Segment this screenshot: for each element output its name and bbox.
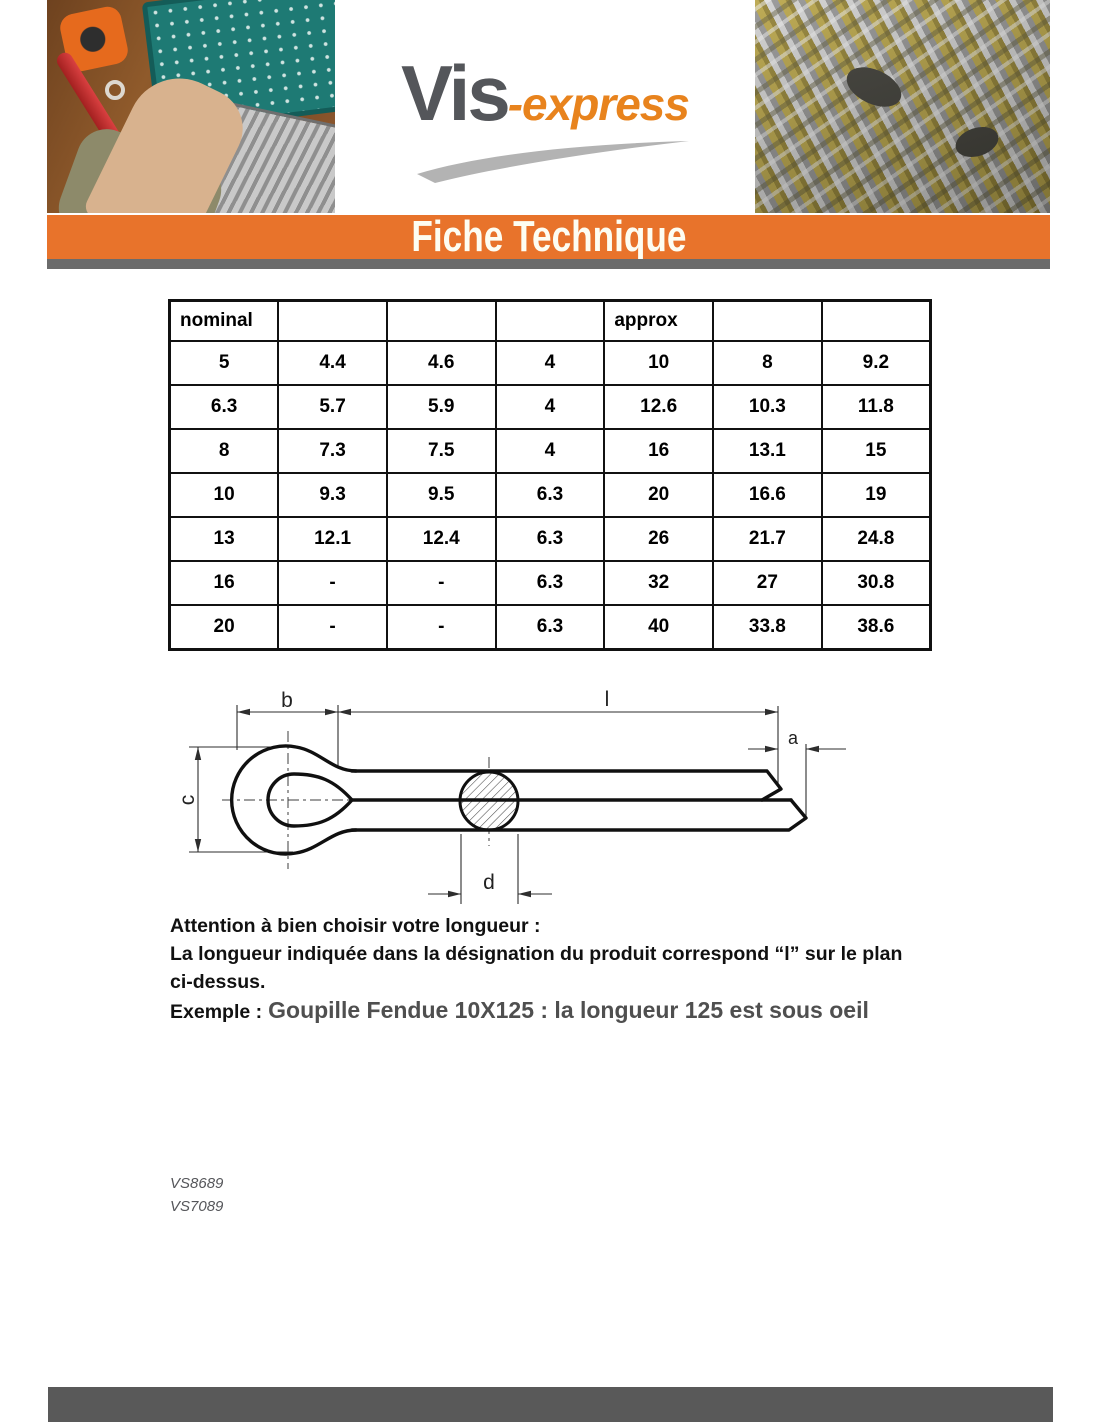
table-cell: 5.9 bbox=[385, 384, 497, 430]
table-cell: 20 bbox=[603, 472, 715, 518]
table-cell: 19 bbox=[820, 472, 932, 518]
header-cell bbox=[277, 299, 388, 342]
table-cell: 5 bbox=[168, 340, 280, 386]
header-cell: nominal bbox=[168, 299, 280, 342]
table-cell: 6.3 bbox=[494, 560, 606, 606]
logo-swoosh-icon bbox=[417, 141, 689, 183]
table-row: 6.3 5.7 5.9 4 12.6 10.3 11.8 bbox=[168, 384, 932, 430]
table-cell: 4.6 bbox=[385, 340, 497, 386]
table-cell: 30.8 bbox=[820, 560, 932, 606]
workbench-photo bbox=[47, 0, 335, 213]
table-cell: 4 bbox=[494, 428, 606, 474]
washer bbox=[105, 80, 125, 100]
table-row: 10 9.3 9.5 6.3 20 16.6 19 bbox=[168, 472, 932, 518]
label-b: b bbox=[281, 689, 293, 712]
label-a: a bbox=[788, 728, 799, 748]
banner: Fiche Technique bbox=[47, 212, 1050, 261]
dimension-labels: b l a c d bbox=[176, 688, 799, 894]
table-cell: 38.6 bbox=[820, 604, 932, 651]
table-cell: 26 bbox=[603, 516, 715, 562]
header-cell bbox=[712, 299, 823, 342]
dimension-arrows bbox=[194, 708, 819, 898]
table-cell: 9.3 bbox=[277, 472, 388, 518]
logo-brand-text: Vis bbox=[401, 49, 511, 137]
table-cell: - bbox=[277, 604, 388, 651]
label-c: c bbox=[176, 795, 199, 806]
table-cell: 6.3 bbox=[168, 384, 280, 430]
table-cell: - bbox=[385, 560, 497, 606]
table-cell: 16 bbox=[168, 560, 280, 606]
table-cell: 12.1 bbox=[277, 516, 388, 562]
table-cell: 4.4 bbox=[277, 340, 388, 386]
header-cell bbox=[494, 299, 606, 342]
logo-wordmark: Vis-express bbox=[401, 48, 690, 139]
table-cell: 6.3 bbox=[494, 472, 606, 518]
header-cell bbox=[385, 299, 497, 342]
note-line-2: La longueur indiquée dans la désignation… bbox=[170, 943, 903, 965]
note-line-3: ci-dessus. bbox=[170, 971, 266, 993]
logo-suffix-text: -express bbox=[507, 78, 690, 130]
header-cell: approx bbox=[603, 299, 715, 342]
example-line: Exemple : Goupille Fendue 10X125 : la lon… bbox=[170, 997, 1000, 1024]
table-cell: 40 bbox=[603, 604, 715, 651]
table-cell: 7.3 bbox=[277, 428, 388, 474]
table-cell: 11.8 bbox=[820, 384, 932, 430]
table-cell: 33.8 bbox=[712, 604, 823, 651]
table-cell: 10.3 bbox=[712, 384, 823, 430]
table-cell: 7.5 bbox=[385, 428, 497, 474]
label-d: d bbox=[483, 871, 495, 894]
table-row: 16 - - 6.3 32 27 30.8 bbox=[168, 560, 932, 606]
dimensions-table: nominal approx 5 4.4 4.6 4 10 8 9.2 6.3 … bbox=[168, 299, 932, 651]
table-row: 13 12.1 12.4 6.3 26 21.7 24.8 bbox=[168, 516, 932, 562]
table-header-row: nominal approx bbox=[168, 299, 932, 342]
table-cell: 6.3 bbox=[494, 516, 606, 562]
table-cell: 13 bbox=[168, 516, 280, 562]
footer-bar bbox=[48, 1387, 1053, 1422]
table-cell: 20 bbox=[168, 604, 280, 651]
pin-outline bbox=[229, 744, 808, 856]
length-notes: Attention à bien choisir votre longueur … bbox=[170, 912, 1000, 1024]
table-cell: 9.5 bbox=[385, 472, 497, 518]
screws-photo bbox=[755, 0, 1050, 213]
table-row: 8 7.3 7.5 4 16 13.1 15 bbox=[168, 428, 932, 474]
table-cell: 16 bbox=[603, 428, 715, 474]
table-cell: 9.2 bbox=[820, 340, 932, 386]
table-cell: 4 bbox=[494, 384, 606, 430]
table-cell: 10 bbox=[168, 472, 280, 518]
table-cell: 10 bbox=[603, 340, 715, 386]
note-line-1: Attention à bien choisir votre longueur … bbox=[170, 915, 541, 937]
label-l: l bbox=[605, 688, 610, 711]
banner-underline bbox=[47, 259, 1050, 269]
screws-texture bbox=[755, 0, 1050, 213]
table-cell: - bbox=[277, 560, 388, 606]
table-row: 5 4.4 4.6 4 10 8 9.2 bbox=[168, 340, 932, 386]
header-cell bbox=[820, 299, 932, 342]
table-cell: 6.3 bbox=[494, 604, 606, 651]
table-cell: 27 bbox=[712, 560, 823, 606]
cotter-pin-diagram: b l a c d bbox=[176, 688, 846, 904]
table-cell: 12.6 bbox=[603, 384, 715, 430]
example-text: Goupille Fendue 10X125 : la longueur 125… bbox=[268, 997, 869, 1023]
vis-express-logo: Vis-express bbox=[335, 0, 755, 213]
table-cell: 16.6 bbox=[712, 472, 823, 518]
table-cell: 32 bbox=[603, 560, 715, 606]
table-cell: 5.7 bbox=[277, 384, 388, 430]
example-label: Exemple : bbox=[170, 1001, 263, 1023]
product-code: VS8689 bbox=[170, 1175, 224, 1192]
table-cell: 24.8 bbox=[820, 516, 932, 562]
product-codes: VS8689 VS7089 bbox=[170, 1172, 223, 1218]
product-code: VS7089 bbox=[170, 1198, 224, 1215]
table-cell: 21.7 bbox=[712, 516, 823, 562]
table-cell: 8 bbox=[712, 340, 823, 386]
photo-shading bbox=[755, 0, 1050, 213]
page-title: Fiche Technique bbox=[410, 212, 687, 261]
table-cell: 15 bbox=[820, 428, 932, 474]
table-cell: - bbox=[385, 604, 497, 651]
table-row: 20 - - 6.3 40 33.8 38.6 bbox=[168, 604, 932, 651]
table-cell: 13.1 bbox=[712, 428, 823, 474]
table-cell: 12.4 bbox=[385, 516, 497, 562]
table-cell: 4 bbox=[494, 340, 606, 386]
table-cell: 8 bbox=[168, 428, 280, 474]
